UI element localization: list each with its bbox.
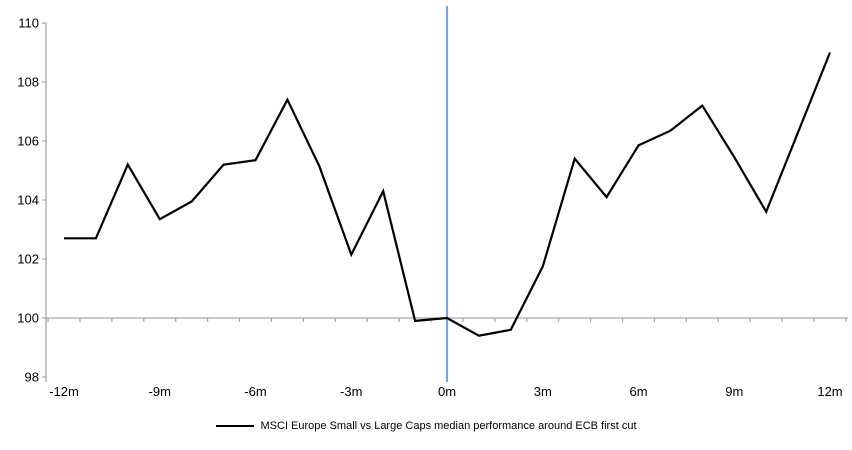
- y-tick-label: 98: [25, 370, 39, 385]
- x-tick-label: -3m: [340, 384, 362, 399]
- x-tick-label: 3m: [534, 384, 552, 399]
- x-tick-label: 9m: [725, 384, 743, 399]
- y-tick-label: 110: [18, 16, 39, 31]
- legend-label: MSCI Europe Small vs Large Caps median p…: [260, 420, 637, 432]
- series-line: [64, 52, 832, 337]
- y-tick-label: 102: [17, 252, 39, 267]
- x-tick-label: 6m: [629, 384, 647, 399]
- x-tick-label: -12m: [49, 384, 79, 399]
- y-tick-label: 108: [17, 75, 39, 90]
- x-tick-label: -9m: [149, 384, 171, 399]
- chart-legend: MSCI Europe Small vs Large Caps median p…: [0, 420, 852, 432]
- y-tick-label: 104: [17, 193, 39, 208]
- x-tick-label: 12m: [817, 384, 842, 399]
- y-tick-label: 100: [17, 311, 39, 326]
- y-tick-label: 106: [17, 134, 39, 149]
- x-tick-label: 0m: [438, 384, 456, 399]
- x-tick-label: -6m: [244, 384, 266, 399]
- legend-line-swatch: [215, 425, 254, 427]
- line-chart: 110 108 106 104 102 100 98 -12m -9m -6m -3m 0m 3m 6m 9…: [17, 6, 848, 399]
